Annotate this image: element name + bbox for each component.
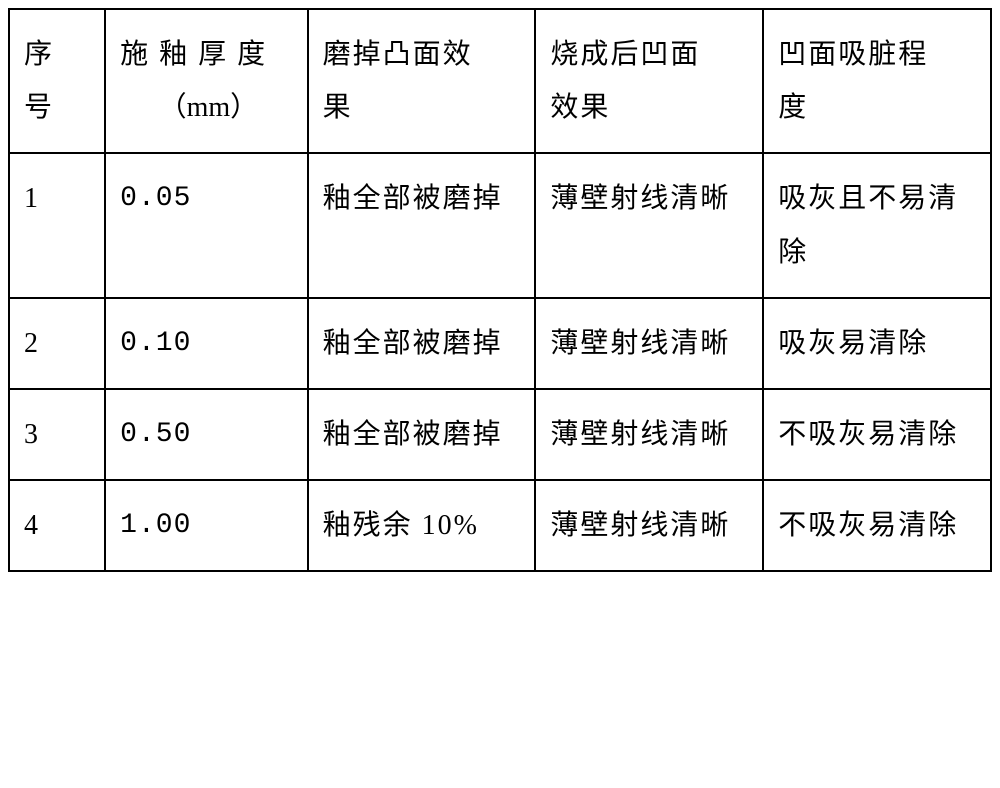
cell-fire: 薄壁射线清晰 bbox=[535, 480, 763, 571]
cell-thick: 0.10 bbox=[105, 298, 307, 389]
cell-thick: 0.50 bbox=[105, 389, 307, 480]
table-row: 3 0.50 釉全部被磨掉 薄壁射线清晰 不吸灰易清除 bbox=[9, 389, 991, 480]
cell-idx: 4 bbox=[9, 480, 105, 571]
header-idx: 序 号 bbox=[9, 9, 105, 153]
header-row: 序 号 施 釉 厚 度 （mm） 磨掉凸面效 果 烧成后凹面 效果 凹面吸脏程 … bbox=[9, 9, 991, 153]
header-idx-l1: 序 bbox=[24, 39, 54, 70]
cell-idx: 3 bbox=[9, 389, 105, 480]
header-fire: 烧成后凹面 效果 bbox=[535, 9, 763, 153]
cell-fire: 薄壁射线清晰 bbox=[535, 389, 763, 480]
table-row: 1 0.05 釉全部被磨掉 薄壁射线清晰 吸灰且不易清除 bbox=[9, 153, 991, 297]
header-grind-l1: 磨掉凸面效 bbox=[323, 39, 473, 70]
header-fire-l1: 烧成后凹面 bbox=[550, 39, 700, 70]
header-grind: 磨掉凸面效 果 bbox=[308, 9, 536, 153]
table-row: 4 1.00 釉残余 10% 薄壁射线清晰 不吸灰易清除 bbox=[9, 480, 991, 571]
header-fire-l2: 效果 bbox=[550, 92, 610, 123]
cell-idx: 1 bbox=[9, 153, 105, 297]
header-dirt-l2: 度 bbox=[778, 92, 808, 123]
cell-grind: 釉全部被磨掉 bbox=[308, 153, 536, 297]
cell-grind: 釉全部被磨掉 bbox=[308, 389, 536, 480]
header-dirt-l1: 凹面吸脏程 bbox=[778, 39, 928, 70]
cell-grind: 釉残余 10% bbox=[308, 480, 536, 571]
experiment-table: 序 号 施 釉 厚 度 （mm） 磨掉凸面效 果 烧成后凹面 效果 凹面吸脏程 … bbox=[8, 8, 992, 572]
cell-thick: 0.05 bbox=[105, 153, 307, 297]
cell-fire: 薄壁射线清晰 bbox=[535, 153, 763, 297]
cell-grind: 釉全部被磨掉 bbox=[308, 298, 536, 389]
cell-fire: 薄壁射线清晰 bbox=[535, 298, 763, 389]
header-thick-l2: （mm） bbox=[120, 81, 296, 134]
cell-dirt: 不吸灰易清除 bbox=[763, 480, 991, 571]
header-idx-l2: 号 bbox=[24, 92, 54, 123]
header-thick: 施 釉 厚 度 （mm） bbox=[105, 9, 307, 153]
cell-dirt: 吸灰且不易清除 bbox=[763, 153, 991, 297]
cell-dirt: 吸灰易清除 bbox=[763, 298, 991, 389]
cell-idx: 2 bbox=[9, 298, 105, 389]
header-thick-l1: 施 釉 厚 度 bbox=[120, 39, 267, 70]
page: 序 号 施 釉 厚 度 （mm） 磨掉凸面效 果 烧成后凹面 效果 凹面吸脏程 … bbox=[0, 0, 1000, 788]
cell-thick: 1.00 bbox=[105, 480, 307, 571]
header-grind-l2: 果 bbox=[323, 92, 353, 123]
cell-dirt: 不吸灰易清除 bbox=[763, 389, 991, 480]
header-dirt: 凹面吸脏程 度 bbox=[763, 9, 991, 153]
table-row: 2 0.10 釉全部被磨掉 薄壁射线清晰 吸灰易清除 bbox=[9, 298, 991, 389]
